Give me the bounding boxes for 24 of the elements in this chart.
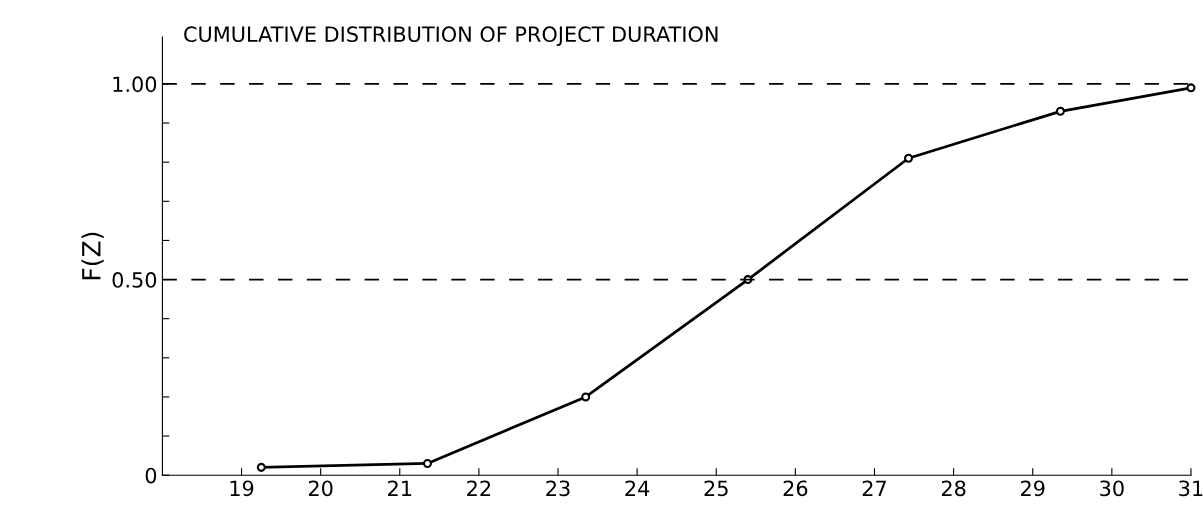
y-tick-label: 0.50 xyxy=(112,272,157,288)
point xyxy=(904,153,914,163)
x-tick-label: 21 xyxy=(388,480,412,496)
point xyxy=(581,392,591,402)
point xyxy=(422,458,432,468)
x-tick-label: 29 xyxy=(1021,480,1045,497)
x-tick-label: 27 xyxy=(862,480,886,496)
x-tick-label: 24 xyxy=(625,480,650,496)
point xyxy=(1055,106,1065,116)
x-tick-label: 19 xyxy=(230,480,254,497)
x-tick-label: 26 xyxy=(783,480,808,497)
x-tick-label: 23 xyxy=(546,480,570,497)
chart-title: CUMULATIVE DISTRIBUTION OF PROJECT DURATION xyxy=(184,26,718,46)
x-tick-label: 20 xyxy=(308,480,333,497)
y-tick-label: 1.00 xyxy=(113,76,157,93)
x-tick-label: 25 xyxy=(704,480,728,497)
point xyxy=(1186,83,1196,93)
x-tick-label: 31 xyxy=(1179,480,1203,497)
x-tick-label: 28 xyxy=(941,480,966,497)
x-tick-label: 30 xyxy=(1100,480,1124,497)
point xyxy=(256,462,266,472)
y-tick-label: 0 xyxy=(145,467,157,484)
y-axis-title: F(Z) xyxy=(81,232,104,280)
x-tick-label: 22 xyxy=(467,480,491,496)
